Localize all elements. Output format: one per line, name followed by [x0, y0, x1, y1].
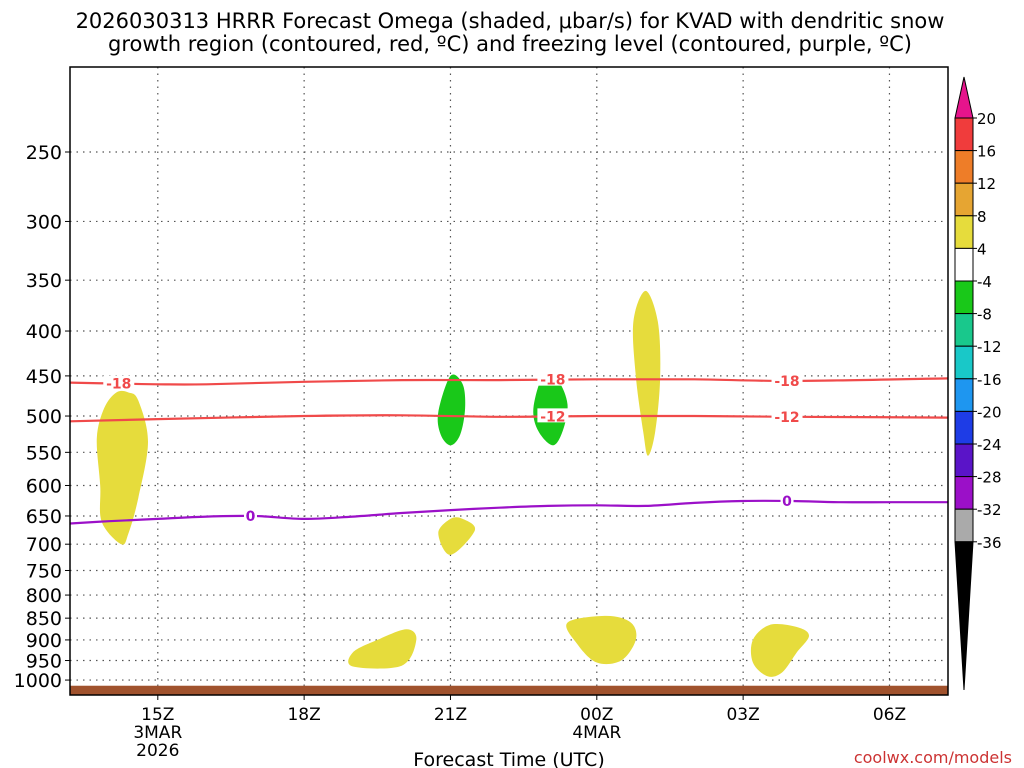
colorbar-segment-13: [954, 508, 974, 543]
contour-label-bg-0-0: [103, 375, 135, 390]
colorbar-label-0: 20: [977, 110, 996, 128]
plot-frame: [69, 66, 949, 696]
omega-colorbar: 20 16 12 8 4 -4 -8 -12 -16 -20 -24 -28 -32 -36: [954, 76, 1002, 691]
colorbar-segment-7: [954, 313, 974, 347]
colorbar-segment-2: [954, 150, 974, 184]
colorbar-label-12: -32: [977, 501, 1002, 519]
colorbar-label-10: -24: [977, 436, 1002, 454]
chart-title-line-2: growth region (contoured, red, ºC) and f…: [108, 32, 912, 56]
colorbar-label-4: 4: [977, 240, 987, 258]
colorbar-segment-8: [954, 345, 974, 380]
y-tick-label-3: 400: [26, 321, 62, 343]
contour-label-bg-0-2: [771, 372, 803, 387]
contour-label-0-1: -18: [540, 373, 565, 389]
colorbar-segment-5: [954, 247, 974, 282]
y-tick-label-7: 600: [26, 475, 62, 497]
colorbar-segment-1: [954, 117, 974, 152]
y-tick-label-0: 250: [26, 142, 62, 164]
x-tick-label-5: 06Z: [873, 705, 906, 725]
colorbar-label-11: -28: [977, 469, 1002, 487]
colorbar-label-5: -4: [977, 273, 992, 291]
colorbar-label-8: -16: [977, 371, 1002, 389]
x-tick-sublabel-0-1: 2026: [136, 741, 179, 761]
omega-area-0: [96, 390, 148, 545]
contour-label-bg-1-1: [771, 408, 803, 423]
omega-area-3: [566, 615, 637, 665]
x-tick-label-0: 15Z: [141, 705, 174, 725]
colorbar-segment-10: [954, 410, 974, 445]
omega-area-4: [750, 624, 809, 677]
colorbar-bottom-arrow: [954, 541, 974, 691]
temperature-contours: -18 -18 -18 -12 -12 0 0: [70, 371, 948, 525]
contour-label-0-2: -18: [774, 374, 799, 390]
omega-area-2: [348, 629, 417, 669]
contour-label-bg-0-1: [537, 371, 569, 386]
contour-label-bg-2-0: [243, 508, 257, 523]
watermark: coolwx.com/models: [854, 748, 1012, 767]
y-tick-label-5: 500: [26, 406, 62, 428]
contour-label-1-1: -12: [774, 410, 799, 426]
colorbar-segment-4: [954, 215, 974, 249]
surface-ground: [70, 685, 948, 695]
omega-area-5: [632, 290, 661, 456]
x-tick-label-4: 03Z: [726, 705, 759, 725]
colorbar-segment-9: [954, 378, 974, 412]
colorbar-label-1: 16: [977, 143, 996, 161]
x-axis-label: Forecast Time (UTC): [413, 749, 604, 768]
contour-label-1-0: -12: [540, 409, 565, 425]
y-tick-label-6: 550: [26, 442, 62, 464]
contour-label-2-1: 0: [782, 494, 792, 510]
contour-label-bg-1-0: [537, 408, 569, 423]
colorbar-label-7: -12: [977, 338, 1002, 356]
colorbar-segment-6: [954, 280, 974, 315]
x-tick-label-2: 21Z: [434, 705, 467, 725]
contour-line-1: [70, 414, 948, 423]
omega-area-6: [437, 374, 466, 446]
y-tick-label-12: 850: [26, 608, 62, 630]
y-tick-label-13: 900: [26, 630, 62, 652]
x-tick-label-1: 18Z: [287, 705, 320, 725]
colorbar-label-9: -20: [977, 403, 1002, 421]
y-tick-label-10: 750: [26, 560, 62, 582]
y-tick-label-8: 650: [26, 506, 62, 528]
y-tick-label-2: 350: [26, 270, 62, 292]
omega-shaded-areas: [96, 290, 809, 677]
y-tick-label-4: 450: [26, 366, 62, 388]
x-tick-sublabel-3-0: 4MAR: [572, 723, 621, 743]
contour-line-0: [70, 377, 948, 386]
y-tick-label-14: 950: [26, 651, 62, 673]
colorbar-segment-3: [954, 182, 974, 217]
colorbar-segment-11: [954, 443, 974, 478]
chart-title-line-1: 2026030313 HRRR Forecast Omega (shaded, …: [76, 9, 945, 33]
y-tick-label-9: 700: [26, 534, 62, 556]
omega-area-1: [438, 517, 476, 555]
colorbar-label-2: 12: [977, 175, 996, 193]
colorbar-top-arrow: [954, 76, 974, 119]
y-tick-label-11: 800: [26, 585, 62, 607]
x-tick-label-3: 00Z: [580, 705, 613, 725]
contour-label-bg-2-1: [780, 493, 794, 508]
contour-line-2: [70, 499, 948, 525]
contour-label-2-0: 0: [246, 509, 256, 525]
colorbar-label-6: -8: [977, 306, 992, 324]
colorbar-segment-12: [954, 476, 974, 510]
colorbar-label-3: 8: [977, 208, 987, 226]
contour-label-0-0: -18: [106, 377, 131, 393]
y-tick-label-1: 300: [26, 211, 62, 233]
plot-area: 2503003504004505005506006507007508008509…: [14, 66, 949, 761]
y-tick-label-15: 1000: [14, 670, 62, 692]
colorbar-label-13: -36: [977, 534, 1002, 552]
x-tick-sublabel-0-0: 3MAR: [133, 723, 182, 743]
